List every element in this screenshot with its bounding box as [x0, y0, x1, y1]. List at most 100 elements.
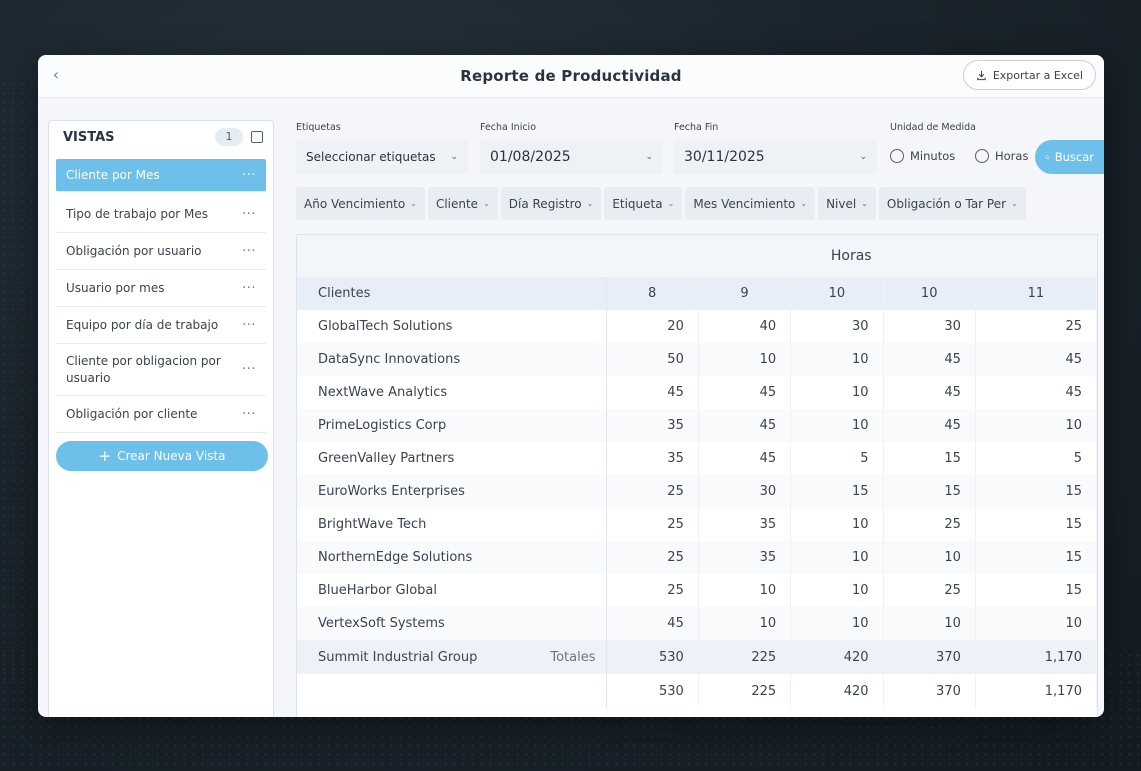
background-dots-left: [0, 80, 40, 680]
row-client-name: NorthernEdge Solutions: [297, 541, 607, 574]
cell-value: 45: [883, 376, 976, 409]
cell-value: 15: [975, 541, 1097, 574]
more-options-icon[interactable]: ···: [242, 406, 256, 422]
radio-minutos-label: Minutos: [910, 149, 956, 163]
table-row: EuroWorks Enterprises 25 30 15 15 15: [297, 475, 1097, 508]
views-sidebar: VISTAS 1 Cliente por Mes ··· Tipo de tra…: [48, 120, 274, 717]
cell-value: 35: [606, 442, 699, 475]
grand-total-value: 225: [698, 674, 792, 708]
chip-nivel[interactable]: Nivel ⌄: [818, 187, 876, 220]
cell-value: 25: [975, 310, 1097, 343]
create-view-label: Crear Nueva Vista: [117, 449, 226, 463]
column-header[interactable]: 10: [790, 277, 884, 310]
sidebar-title: VISTAS: [63, 129, 115, 145]
grand-total-value: 420: [790, 674, 884, 708]
cell-value: 10: [790, 541, 884, 574]
pivot-field-chips: Año Vencimiento ⌄ Cliente ⌄ Día Registro…: [296, 187, 1026, 220]
row-client-name: BlueHarbor Global: [297, 574, 607, 607]
view-item-cliente-por-mes[interactable]: Cliente por Mes ···: [56, 159, 266, 192]
pivot-table: Horas Clientes 8 9 10 10 11 GlobalTech S…: [296, 234, 1098, 717]
view-item-equipo-dia[interactable]: Equipo por día de trabajo ···: [56, 307, 266, 344]
chip-cliente[interactable]: Cliente ⌄: [427, 187, 498, 220]
chevron-down-icon: ⌄: [667, 199, 675, 208]
export-excel-button[interactable]: Exportar a Excel: [962, 60, 1096, 90]
search-button[interactable]: Buscar: [1035, 140, 1104, 174]
cell-value: 10: [790, 607, 884, 640]
chip-label: Año Vencimiento: [304, 196, 406, 211]
cell-value: 20: [606, 310, 699, 343]
more-options-icon[interactable]: ···: [242, 206, 256, 222]
chip-etiqueta[interactable]: Etiqueta ⌄: [604, 187, 683, 220]
cell-value: 45: [698, 442, 792, 475]
download-icon: [977, 70, 986, 80]
row-client-name: EuroWorks Enterprises: [297, 475, 607, 508]
view-item-label: Tipo de trabajo por Mes: [66, 206, 209, 221]
chip-mes-vencimiento[interactable]: Mes Vencimiento ⌄: [685, 187, 816, 220]
more-options-icon[interactable]: ···: [242, 243, 256, 259]
more-options-icon[interactable]: ···: [242, 167, 256, 183]
fecha-inicio-field[interactable]: 01/08/2025 ⌄: [480, 140, 663, 174]
create-view-button[interactable]: + Crear Nueva Vista: [56, 441, 268, 471]
export-label: Exportar a Excel: [992, 68, 1083, 82]
cell-value: 45: [698, 409, 792, 442]
cell-value: 35: [606, 409, 699, 442]
chevron-left-icon[interactable]: ‹: [52, 65, 60, 84]
cell-value: 35: [698, 508, 792, 541]
radio-horas[interactable]: Horas: [975, 149, 1028, 163]
view-item-cliente-obligacion-usuario[interactable]: Cliente por obligacion por usuario ···: [56, 344, 266, 396]
table-row: NorthernEdge Solutions 25 35 10 10 15: [297, 541, 1097, 574]
chip-ano-vencimiento[interactable]: Año Vencimiento ⌄: [296, 187, 425, 220]
chip-obligacion-tar-per[interactable]: Obligación o Tar Per ⌄: [878, 187, 1026, 220]
cell-value: 15: [975, 574, 1097, 607]
more-options-icon[interactable]: ···: [242, 317, 256, 333]
cell-value: 45: [606, 376, 699, 409]
radio-horas-label: Horas: [995, 149, 1029, 163]
table-row: NextWave Analytics 45 45 10 45 45: [297, 376, 1097, 409]
row-client-name: VertexSoft Systems: [297, 607, 607, 640]
row-client-name: GreenValley Partners: [297, 442, 607, 475]
cell-value: 35: [698, 541, 792, 574]
cell-value: 10: [975, 409, 1097, 442]
column-header[interactable]: 10: [883, 277, 976, 310]
total-value: 370: [883, 640, 976, 674]
group-header-row: Horas: [297, 235, 1097, 277]
total-value: 420: [790, 640, 884, 674]
grand-total-value: 1,170: [975, 674, 1097, 708]
fecha-fin-field[interactable]: 30/11/2025 ⌄: [674, 140, 877, 174]
cell-value: 15: [883, 475, 976, 508]
etiquetas-select[interactable]: Seleccionar etiquetas ⌄: [296, 140, 468, 174]
view-item-tipo-trabajo-mes[interactable]: Tipo de trabajo por Mes ···: [56, 196, 266, 233]
cell-value: 25: [606, 508, 699, 541]
view-item-usuario-mes[interactable]: Usuario por mes ···: [56, 270, 266, 307]
cell-value: 5: [790, 442, 884, 475]
more-options-icon[interactable]: ···: [242, 362, 256, 377]
column-header-clientes[interactable]: Clientes: [297, 277, 607, 310]
filters-bar: Etiquetas Seleccionar etiquetas ⌄ Fecha …: [296, 117, 1104, 179]
plus-icon: +: [98, 447, 112, 465]
cell-value: 45: [975, 376, 1097, 409]
group-header-spacer: [297, 235, 606, 277]
column-header[interactable]: 8: [606, 277, 699, 310]
table-row: DataSync Innovations 50 10 10 45 45: [297, 343, 1097, 376]
row-client-name: NextWave Analytics: [297, 376, 607, 409]
radio-minutos[interactable]: Minutos: [890, 149, 955, 163]
view-item-obligacion-usuario[interactable]: Obligación por usuario ···: [56, 233, 266, 270]
chip-dia-registro[interactable]: Día Registro ⌄: [500, 187, 602, 220]
chip-label: Nivel: [826, 196, 857, 211]
group-header-horas: Horas: [606, 235, 1097, 277]
app-window: ‹ Reporte de Productividad Exportar a Ex…: [38, 55, 1104, 717]
row-client-name: BrightWave Tech: [297, 508, 607, 541]
more-options-icon[interactable]: ···: [242, 280, 256, 296]
fecha-fin-label: Fecha Fin: [674, 122, 719, 133]
sidebar-header: VISTAS 1: [49, 121, 273, 153]
select-all-checkbox[interactable]: [251, 131, 263, 143]
chevron-down-icon: ⌄: [450, 152, 458, 162]
chevron-down-icon: ⌄: [1011, 199, 1018, 208]
total-value: 1,170: [975, 640, 1097, 674]
cell-value: 10: [698, 343, 792, 376]
view-item-obligacion-cliente[interactable]: Obligación por cliente ···: [56, 396, 266, 433]
column-header[interactable]: 9: [698, 277, 792, 310]
column-header[interactable]: 11: [975, 277, 1097, 310]
search-icon: [1045, 154, 1050, 160]
unidad-medida-label: Unidad de Medida: [890, 122, 976, 133]
